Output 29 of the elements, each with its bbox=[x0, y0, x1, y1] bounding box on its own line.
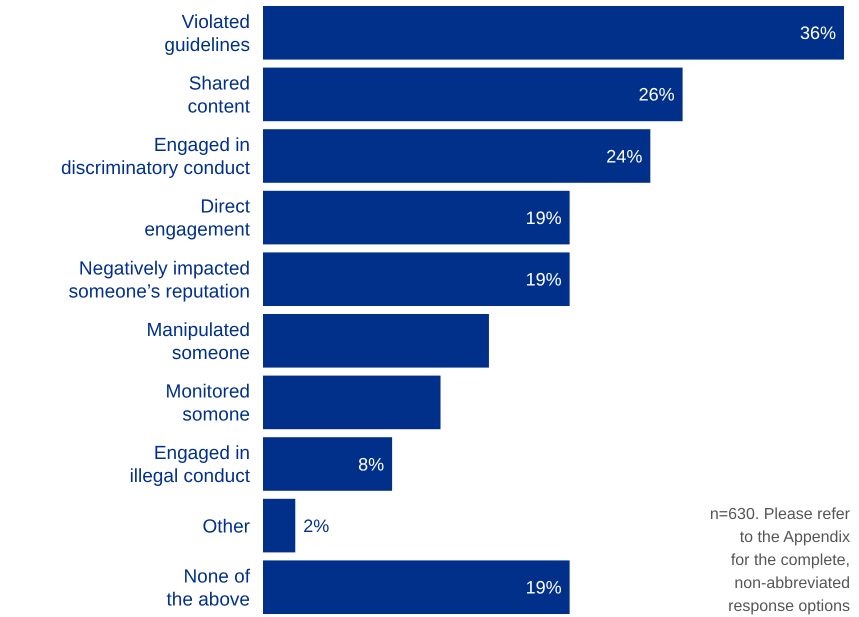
y-tick-label: Manipulated someone bbox=[146, 320, 250, 364]
bar bbox=[263, 498, 296, 552]
bar bbox=[263, 6, 844, 60]
data-label: 36% bbox=[800, 23, 836, 44]
bar bbox=[263, 376, 441, 430]
y-tick-label: Violated guidelines bbox=[164, 12, 250, 56]
y-tick-label: None of the above bbox=[166, 566, 251, 610]
bar bbox=[263, 252, 570, 306]
y-tick-label: Other bbox=[202, 516, 251, 538]
data-label: 19% bbox=[526, 208, 562, 228]
data-label: 26% bbox=[638, 84, 675, 105]
bar bbox=[263, 129, 650, 183]
y-tick-label: Direct engagement bbox=[144, 196, 251, 241]
bar bbox=[263, 314, 489, 368]
y-tick-label: Shared content bbox=[188, 74, 251, 118]
y-tick-label: Monitored somone bbox=[166, 382, 250, 426]
bar bbox=[263, 68, 683, 122]
y-tick-label: Engaged in discriminatory conduct bbox=[60, 135, 251, 180]
data-label: 2% bbox=[303, 516, 330, 536]
data-label: 24% bbox=[606, 146, 642, 166]
data-label: 19% bbox=[526, 578, 562, 598]
bar bbox=[263, 190, 570, 244]
y-tick-label: Negatively impacted someone’s reputation bbox=[68, 258, 250, 302]
y-tick-label: Engaged in illegal conduct bbox=[130, 443, 251, 488]
annotation: n=630. Please refer to the Appendix for the complete, non-abbreviated response options bbox=[710, 506, 851, 615]
data-label: 8% bbox=[358, 454, 384, 474]
data-label: 19% bbox=[526, 270, 562, 290]
bar bbox=[263, 437, 392, 491]
bar bbox=[263, 560, 570, 614]
